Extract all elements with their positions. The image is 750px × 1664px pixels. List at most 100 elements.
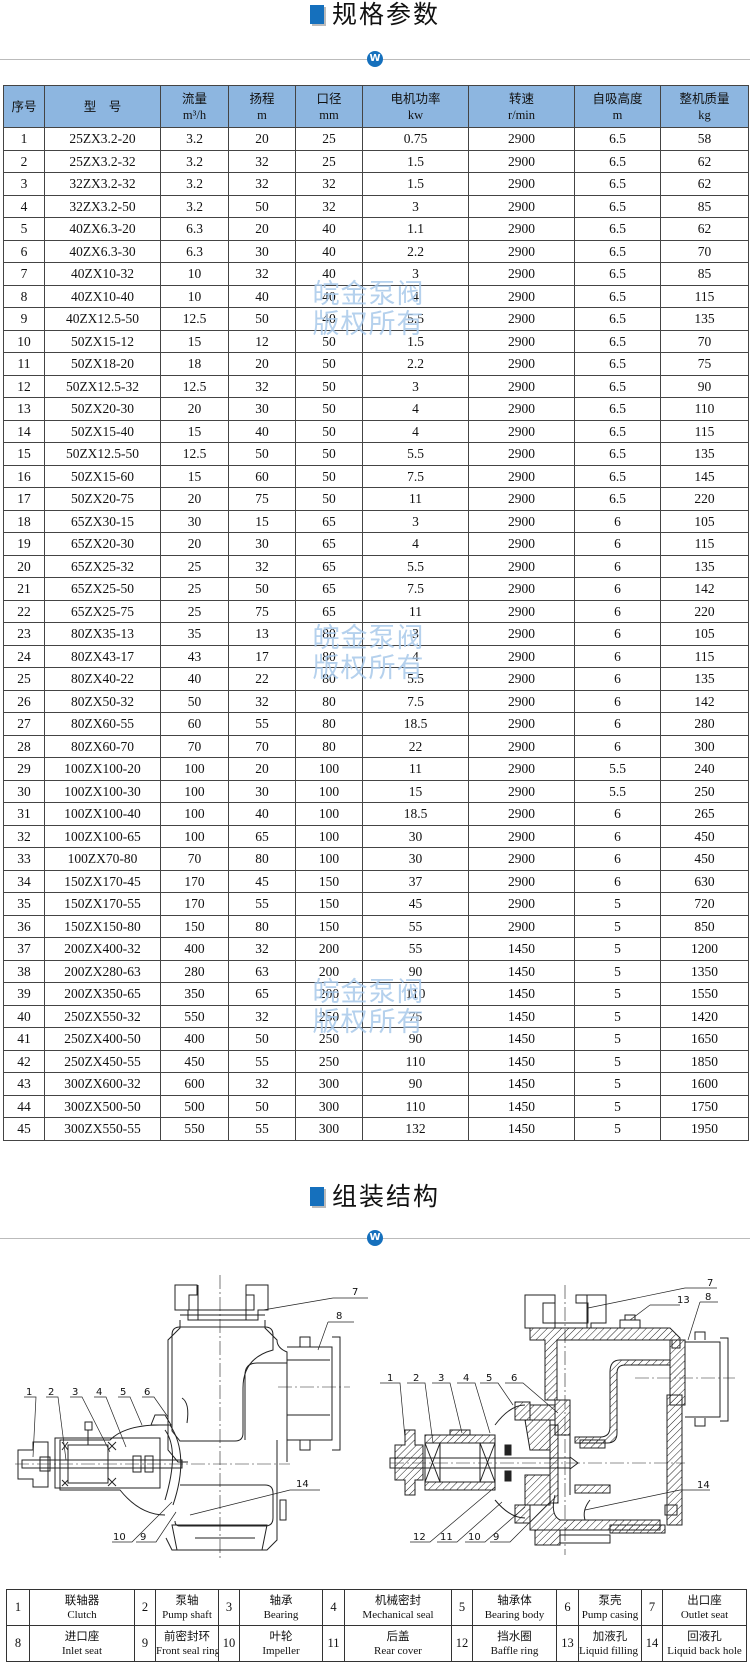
callout-label: 10	[113, 1532, 126, 1543]
pump-diagram-section: 1 2 3 4 5 6 7 8 9 10 11 12 13 14	[380, 1278, 735, 1555]
table-cell: 2.2	[362, 239, 469, 263]
table-cell: 100	[160, 757, 229, 781]
table-cell: 30	[3, 779, 45, 803]
table-cell: 2900	[468, 374, 575, 398]
table-cell: 70	[660, 329, 749, 353]
table-cell: 50ZX18-20	[44, 352, 161, 376]
table-cell: 50ZX12.5-32	[44, 374, 161, 398]
table-row: 29 100ZX100-20 100 20 100 11 2900 5.5 240	[3, 757, 749, 781]
table-cell: 26	[3, 689, 45, 713]
part-name-zh: 进口座	[64, 1628, 100, 1643]
table-cell: 1	[3, 127, 45, 151]
column-header-label: 电机功率	[390, 90, 441, 106]
table-cell: 40	[3, 1004, 45, 1028]
table-cell: 55	[228, 892, 296, 916]
table-cell: 1950	[660, 1117, 749, 1141]
table-cell: 10	[3, 329, 45, 353]
table-cell: 2900	[468, 352, 575, 376]
table-row: 4 32ZX3.2-50 3.2 50 32 3 2900 6.5 85	[3, 194, 749, 218]
table-cell: 1450	[468, 937, 575, 961]
callout-label: 12	[413, 1532, 426, 1543]
section-title-text: 组装结构	[331, 1182, 440, 1211]
part-name-en: Pump casing	[581, 1608, 639, 1621]
table-cell: 3	[3, 172, 45, 196]
part-number: 3	[218, 1589, 240, 1626]
table-cell: 2900	[468, 802, 575, 826]
table-cell: 1450	[468, 982, 575, 1006]
table-cell: 30	[228, 532, 296, 556]
table-cell: 30	[362, 847, 469, 871]
table-cell: 7.5	[362, 577, 469, 601]
table-cell: 2900	[468, 262, 575, 286]
table-cell: 80	[228, 914, 296, 938]
table-cell: 25	[160, 599, 229, 623]
table-cell: 90	[660, 374, 749, 398]
callout-label: 7	[707, 1278, 713, 1289]
table-cell: 6.5	[574, 194, 661, 218]
part-name-zh: 联轴器	[64, 1592, 100, 1607]
table-cell: 41	[3, 1027, 45, 1051]
callout-label: 6	[511, 1373, 517, 1384]
table-cell: 5	[574, 1117, 661, 1141]
table-cell: 0.75	[362, 127, 469, 151]
table-cell: 43	[160, 644, 229, 668]
part-number: 9	[134, 1625, 156, 1662]
table-cell: 30	[228, 779, 296, 803]
table-row: 6 40ZX6.3-30 6.3 30 40 2.2 2900 6.5 70	[3, 239, 749, 263]
table-cell: 32	[228, 1004, 296, 1028]
table-cell: 2900	[468, 149, 575, 173]
table-header-row: 序号型 号流量 m³/h 扬程 m 口径 mm 电机功率 kw 转速 r/min 自吸高度 m 整机质量…	[3, 85, 749, 128]
callout-label: 9	[493, 1532, 499, 1543]
table-cell: 3	[362, 194, 469, 218]
table-cell: 100	[295, 757, 363, 781]
table-cell: 50	[295, 487, 363, 511]
table-cell: 2900	[468, 757, 575, 781]
callout-label: 6	[144, 1387, 150, 1398]
table-cell: 6	[574, 532, 661, 556]
table-cell: 6	[574, 644, 661, 668]
table-cell: 6.5	[574, 374, 661, 398]
table-cell: 50	[228, 577, 296, 601]
table-cell: 200ZX400-32	[44, 937, 161, 961]
table-cell: 50	[295, 419, 363, 443]
table-cell: 70	[660, 239, 749, 263]
table-row: 44 300ZX500-50 500 50 300 110 1450 5 1750	[3, 1094, 749, 1118]
table-row: 21 65ZX25-50 25 50 65 7.5 2900 6 142	[3, 577, 749, 601]
table-cell: 2900	[468, 892, 575, 916]
table-cell: 350	[160, 982, 229, 1006]
table-row: 17 50ZX20-75 20 75 50 11 2900 6.5 220	[3, 487, 749, 511]
table-cell: 6.5	[574, 307, 661, 331]
table-cell: 2900	[468, 487, 575, 511]
table-cell: 1450	[468, 1027, 575, 1051]
part-name-en: Bearing	[263, 1608, 299, 1621]
table-cell: 2	[3, 149, 45, 173]
part-name-en: Clutch	[67, 1608, 97, 1621]
table-cell: 2900	[468, 419, 575, 443]
table-row: 33 100ZX70-80 70 80 100 30 2900 6 450	[3, 847, 749, 871]
table-cell: 65	[295, 577, 363, 601]
table-cell: 6	[574, 509, 661, 533]
table-row: 10 50ZX15-12 15 12 50 1.5 2900 6.5 70	[3, 329, 749, 353]
table-cell: 70	[160, 734, 229, 758]
section-title-text: 规格参数	[331, 0, 440, 29]
table-cell: 220	[660, 599, 749, 623]
table-cell: 250	[660, 779, 749, 803]
table-cell: 100	[160, 802, 229, 826]
part-name-zh: 泵轴	[175, 1592, 199, 1607]
table-cell: 6.5	[574, 352, 661, 376]
table-row: 8 40ZX10-40 10 40 40 4 2900 6.5 115	[3, 284, 749, 308]
table-cell: 5	[574, 914, 661, 938]
table-cell: 2900	[468, 689, 575, 713]
w-badge-icon: W	[367, 1230, 383, 1246]
table-cell: 38	[3, 959, 45, 983]
part-name-en: Front seal ring	[156, 1644, 219, 1657]
table-cell: 6	[574, 554, 661, 578]
table-cell: 105	[660, 622, 749, 646]
table-cell: 40ZX12.5-50	[44, 307, 161, 331]
table-cell: 90	[362, 1027, 469, 1051]
table-cell: 23	[3, 622, 45, 646]
table-cell: 32	[228, 937, 296, 961]
table-cell: 250ZX450-55	[44, 1049, 161, 1073]
callout-label: 7	[352, 1287, 358, 1298]
part-number: 13	[556, 1625, 579, 1662]
